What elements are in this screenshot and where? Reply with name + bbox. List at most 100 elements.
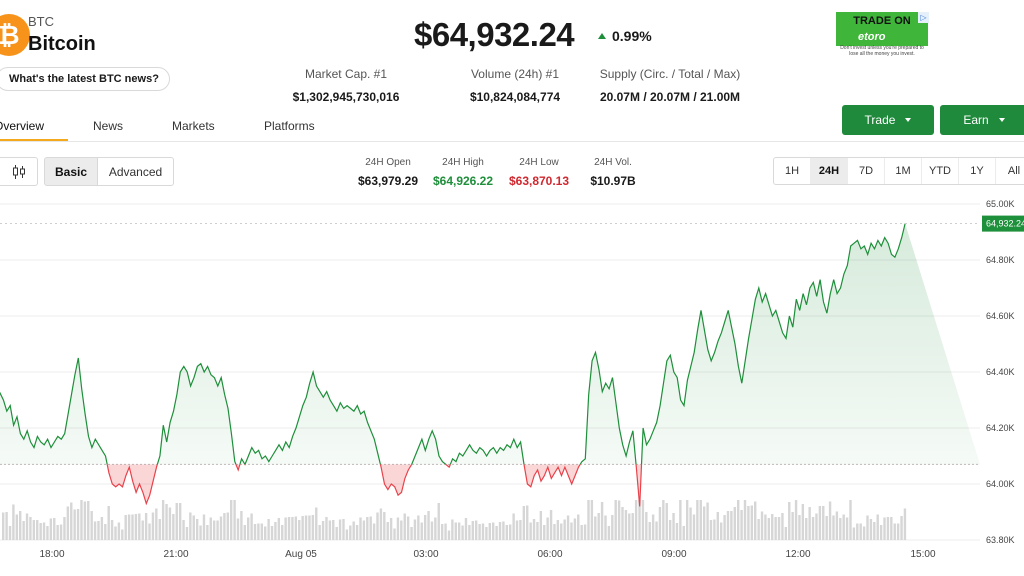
volume-bar [876, 514, 879, 540]
volume-bar [93, 521, 97, 540]
stat-label: Supply (Circ. / Total / Max) [599, 67, 741, 81]
price-chart[interactable]: 65.00K 64.80K 64.60K 64.40K 64.20K 64.00K 63.8… [0, 192, 1024, 576]
tab-overview[interactable]: Overview [0, 119, 45, 133]
advanced-view-toggle[interactable]: Advanced [97, 157, 174, 186]
range-7d[interactable]: 7D [848, 158, 885, 184]
volume-bar [672, 513, 675, 540]
volume-bar [713, 519, 716, 540]
volume-bar [556, 520, 560, 540]
volume-bar [464, 518, 468, 540]
tab-markets[interactable]: Markets [172, 119, 215, 133]
volume-bar [478, 524, 481, 540]
bitcoin-logo-icon: ₿ [0, 14, 30, 56]
volume-bar [815, 513, 818, 540]
market-cap-stat: Market Cap. #1 $1,302,945,730,016 [266, 67, 426, 104]
volume-bar [771, 514, 774, 540]
volume-bar [624, 510, 628, 540]
tabs-divider [0, 141, 1024, 142]
volume-bar [400, 520, 403, 540]
volume-bar [114, 526, 117, 540]
volume-bar [332, 520, 335, 540]
price-change-percent: 0.99% [612, 28, 652, 44]
volume-bar [39, 523, 42, 540]
volume-bar [15, 514, 19, 540]
volume-stat: Volume (24h) #1 $10,824,084,774 [440, 67, 590, 104]
volume-bar [808, 507, 811, 540]
volume-bar [665, 503, 668, 540]
x-tick-label: 06:00 [537, 549, 562, 560]
y-tick-label: 64.60K [986, 311, 1015, 321]
current-price: $64,932.24 [414, 16, 575, 53]
latest-news-button[interactable]: What's the latest BTC news? [0, 67, 170, 91]
volume-bar [325, 517, 328, 540]
volume-bar [63, 517, 66, 540]
volume-bar [155, 508, 158, 540]
volume-bar [131, 514, 134, 540]
volume-bar [502, 521, 505, 540]
volume-bar [811, 517, 815, 540]
volume-bar [719, 522, 723, 540]
volume-bar [100, 517, 104, 540]
volume-bar [379, 508, 383, 540]
volume-bar [631, 513, 634, 540]
range-ytd[interactable]: YTD [922, 158, 959, 184]
h24-label: 24H High [442, 157, 484, 168]
stat-label: Market Cap. #1 [304, 67, 388, 81]
trade-button[interactable]: Trade [842, 105, 934, 135]
volume-bar [835, 511, 839, 540]
volume-bar [879, 525, 883, 540]
volume-bar [682, 526, 685, 540]
basic-view-toggle[interactable]: Basic [44, 157, 98, 186]
supply-stat: Supply (Circ. / Total / Max) 20.07M / 20… [590, 67, 750, 104]
x-tick-label: 21:00 [163, 549, 188, 560]
volume-bar [519, 520, 522, 540]
volume-bar [859, 523, 862, 540]
volume-bar [138, 513, 141, 540]
volume-bar [121, 529, 124, 540]
volume-bar [229, 500, 233, 540]
volume-bar [352, 521, 355, 540]
volume-bar [454, 522, 457, 540]
volume-bar [291, 517, 294, 540]
volume-bar [22, 521, 25, 540]
volume-bar [662, 500, 665, 540]
stat-value: $10,824,084,774 [469, 90, 561, 104]
volume-bar [457, 522, 461, 540]
volume-bar [893, 523, 896, 540]
ad-choices-icon[interactable]: ▷ [918, 12, 929, 23]
volume-bar [900, 516, 903, 540]
volume-bar [641, 500, 645, 540]
h24-label: 24H Low [519, 157, 559, 168]
volume-bar [498, 522, 502, 540]
tab-news[interactable]: News [93, 119, 124, 133]
volume-bar [509, 524, 512, 540]
volume-bar [274, 522, 277, 540]
coin-ticker: BTC [28, 14, 54, 29]
volume-bar [383, 512, 386, 540]
range-all[interactable]: All [996, 158, 1024, 184]
range-24h[interactable]: 24H [811, 158, 848, 184]
volume-bar [141, 520, 144, 540]
volume-bar [287, 517, 291, 540]
y-tick-label: 64.80K [986, 255, 1015, 265]
volume-bar [890, 517, 893, 540]
tab-platforms[interactable]: Platforms [264, 119, 315, 133]
range-1m[interactable]: 1M [885, 158, 922, 184]
volume-bar [716, 512, 719, 540]
range-1y[interactable]: 1Y [959, 158, 996, 184]
volume-bar [706, 502, 709, 540]
earn-button[interactable]: Earn [940, 105, 1024, 135]
volume-bar [70, 502, 73, 540]
candlestick-chart-button[interactable] [0, 157, 38, 186]
ad-headline: TRADE ON [853, 15, 911, 27]
range-1h[interactable]: 1H [774, 158, 811, 184]
volume-bar [406, 516, 410, 540]
volume-bar [189, 512, 192, 540]
h24-open: 24H Open $63,979.29 [352, 157, 424, 188]
volume-bar [750, 505, 754, 540]
etoro-ad-banner[interactable]: TRADE ON etoro ▷ [836, 12, 929, 46]
volume-bar [702, 506, 706, 540]
h24-value: $63,870.13 [508, 174, 570, 188]
volume-bar [471, 521, 474, 540]
etoro-logo: etoro [858, 31, 886, 43]
